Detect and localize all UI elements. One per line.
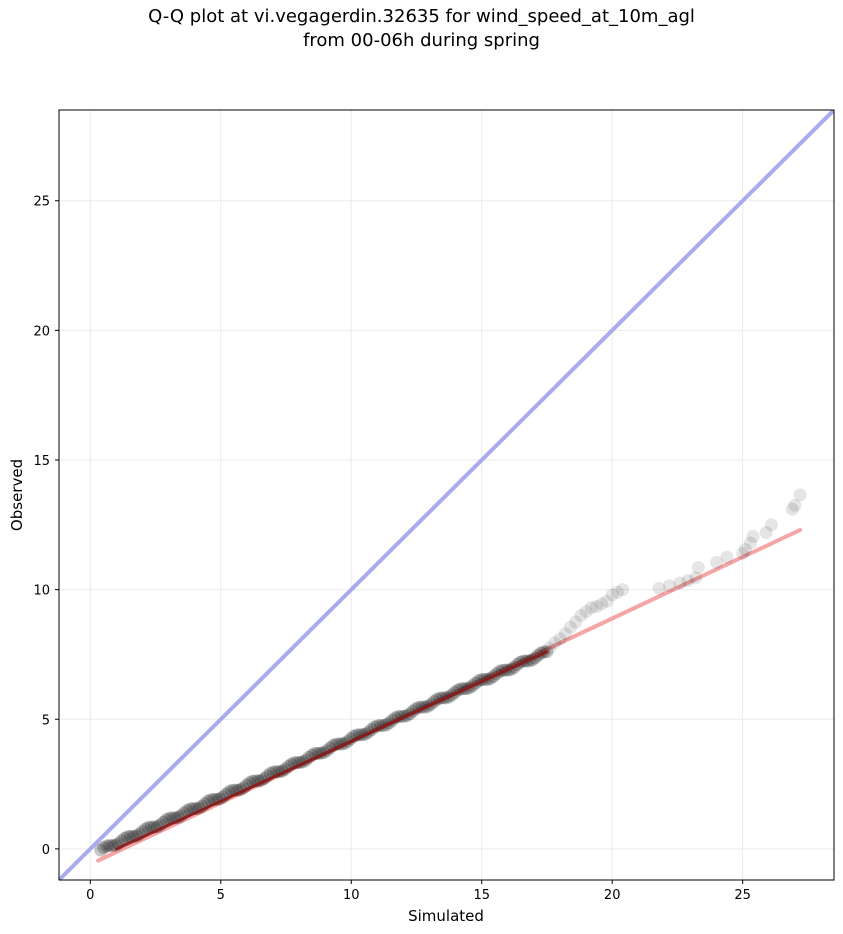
x-tick-label: 0 [86,888,94,903]
data-point [97,841,111,855]
data-point [141,821,155,835]
data-point [736,546,750,560]
data-point [681,574,695,588]
data-point [162,811,176,825]
y-tick-label: 10 [33,584,50,599]
data-point [558,627,572,641]
data-point [100,839,114,853]
data-point [720,550,734,564]
data-point [738,542,752,556]
data-point [691,561,705,575]
data-point [759,526,773,540]
y-axis-label: Observed [8,459,26,531]
data-point [605,588,619,602]
x-tick-label: 20 [604,888,621,903]
data-point [764,518,778,532]
data-point [793,488,807,502]
data-point [590,599,604,613]
data-point [138,822,152,836]
x-axis-label: Simulated [408,907,484,925]
chart-title-line1: Q-Q plot at vi.vegagerdin.32635 for wind… [148,6,695,27]
data-point [548,636,562,650]
y-tick-label: 0 [42,843,50,858]
fit-line-dense-overlay [114,650,549,851]
data-point [743,536,757,550]
data-point [616,583,630,597]
chart-title-line2: from 00-06h during spring [303,30,540,51]
data-point [785,502,799,516]
data-point [574,609,588,623]
data-point [710,555,724,569]
data-point [553,632,567,646]
data-point [663,579,677,593]
data-point [118,831,132,845]
y-tick-label: 5 [42,713,50,728]
data-point [689,571,703,585]
x-tick-label: 5 [217,888,225,903]
y-tick-label: 15 [33,454,50,469]
y-tick-label: 25 [33,195,50,210]
identity-line [59,110,834,880]
x-tick-label: 25 [734,888,751,903]
grid [59,110,834,880]
plot-frame [58,109,835,881]
data-point [584,601,598,615]
data-point [595,597,609,611]
data-point [563,620,577,634]
data-point [610,585,624,599]
y-tick-label: 20 [33,324,50,339]
data-point [103,839,117,853]
data-point [121,830,135,844]
x-tick-label: 10 [343,888,360,903]
x-tick-label: 15 [473,888,490,903]
data-point [788,498,802,512]
data-point [94,843,108,857]
data-point [579,605,593,619]
data-point [746,529,760,543]
data-point [600,594,614,608]
data-point [652,581,666,595]
data-point [569,615,583,629]
data-point [673,576,687,590]
